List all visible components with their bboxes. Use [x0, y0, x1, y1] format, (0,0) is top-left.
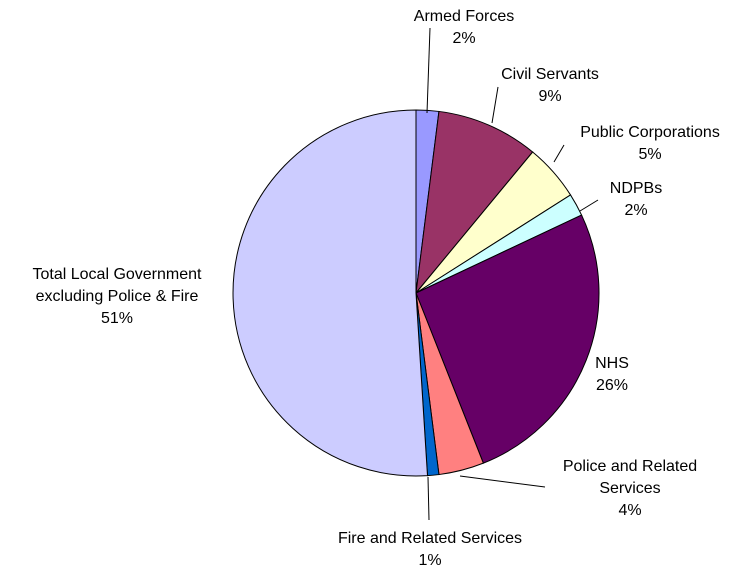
slice-label-public-corporations: Public Corporations 5% — [580, 124, 720, 163]
slice-percent-armed-forces: 2% — [452, 30, 475, 47]
leader-line-armed-forces — [426, 27, 431, 114]
pie-slice-total-local-government-excluding-police-and-fire — [232, 109, 429, 477]
slice-label-police-and-related-services: Police and Related Services 4% — [563, 458, 697, 519]
slice-percent-ndpbs: 2% — [624, 202, 647, 219]
pie-slice-nhs — [415, 214, 600, 464]
leader-line-public-corporations — [553, 144, 565, 163]
slice-labels: Armed Forces 2% Civil Servants 9% Public Cor… — [33, 8, 720, 569]
slice-percent-public-corporations: 5% — [638, 146, 661, 163]
slice-label-nhs: NHS 26% — [595, 355, 629, 394]
leader-line-ndpbs — [579, 199, 599, 212]
slice-label-ndpbs: NDPBs 2% — [610, 180, 662, 219]
pie-slices — [232, 109, 600, 477]
slice-percent-fire-and-related-services: 1% — [418, 552, 441, 569]
slice-percent-nhs: 26% — [596, 377, 628, 394]
pie-slice-civil-servants — [415, 110, 534, 295]
slice-label-civil-servants: Civil Servants 9% — [501, 66, 599, 105]
leader-line-fire-and-related-services — [427, 476, 430, 521]
slice-label-armed-forces: Armed Forces 2% — [414, 8, 514, 47]
leader-line-civil-servants — [491, 86, 499, 124]
slice-percent-civil-servants: 9% — [538, 88, 561, 105]
slice-percent-police-and-related-services: 4% — [618, 502, 641, 519]
leader-lines — [426, 27, 599, 521]
slice-label-total-local-government-excluding-police-and-fire: Total Local Government excluding Police &… — [33, 266, 203, 327]
leader-line-police-and-related-services — [459, 475, 546, 488]
slice-percent-total-local-government-excluding-police-and-fire: 51% — [101, 310, 133, 327]
slice-label-fire-and-related-services: Fire and Related Services 1% — [338, 530, 522, 569]
